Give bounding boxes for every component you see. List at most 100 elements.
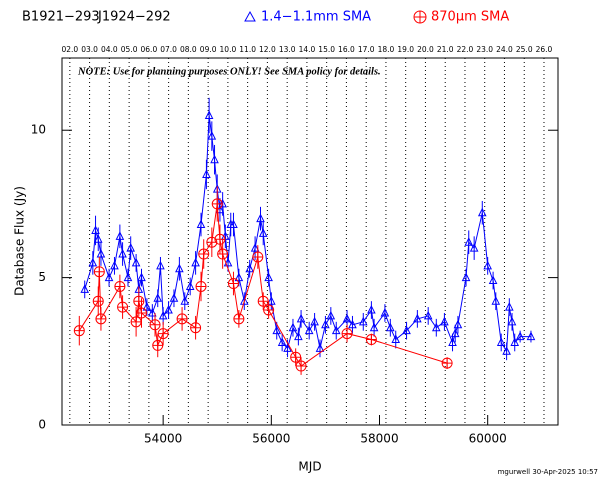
point <box>126 243 136 252</box>
point <box>310 316 319 326</box>
point <box>304 325 314 335</box>
year-tick-label: 21.0 <box>437 45 454 54</box>
point <box>483 260 492 270</box>
point <box>263 304 275 316</box>
point <box>206 236 218 248</box>
legend-symbol <box>244 10 256 22</box>
year-tick-label: 17.0 <box>358 45 375 54</box>
year-tick-label: 20.0 <box>417 45 434 54</box>
point <box>252 251 264 263</box>
year-tick-label: 11.0 <box>239 45 256 54</box>
point <box>164 304 173 314</box>
point <box>315 343 325 352</box>
point <box>202 169 211 178</box>
point <box>88 257 98 267</box>
point <box>491 296 501 305</box>
point <box>93 234 103 243</box>
point <box>152 339 164 351</box>
point <box>131 257 141 267</box>
point <box>365 334 377 345</box>
point <box>96 248 106 258</box>
point <box>136 307 148 319</box>
point <box>464 237 474 246</box>
legend-label: 870μm SMA <box>431 10 509 25</box>
point <box>118 248 127 258</box>
y-tick-label: 0 <box>38 418 46 432</box>
legend-symbol <box>413 10 427 24</box>
plot-frame <box>61 57 559 426</box>
point <box>507 316 517 326</box>
point <box>223 257 233 267</box>
point <box>413 313 422 323</box>
point <box>80 284 90 293</box>
year-tick-label: 23.0 <box>476 45 493 54</box>
point <box>185 281 195 290</box>
point <box>256 213 265 223</box>
point <box>431 322 441 332</box>
point <box>469 243 479 252</box>
source-name: B1921−293 <box>22 10 100 25</box>
point <box>369 322 379 332</box>
point <box>358 316 368 326</box>
point <box>214 233 226 245</box>
point <box>229 219 238 229</box>
point <box>258 228 268 237</box>
point <box>117 301 129 313</box>
year-tick-label: 14.0 <box>299 45 316 54</box>
year-tick-label: 06.0 <box>141 45 158 54</box>
point <box>450 328 460 338</box>
year-tick-label: 16.0 <box>338 45 355 54</box>
point <box>526 331 536 341</box>
point <box>142 301 152 311</box>
x-tick-label: 58000 <box>360 432 398 446</box>
y-axis-label: Database Flux (Jy) <box>13 186 27 296</box>
note: NOTE: Use for planning purposes ONLY! Se… <box>77 66 381 77</box>
year-tick-label: 07.0 <box>160 45 177 54</box>
point <box>423 310 433 320</box>
point <box>115 231 125 240</box>
point <box>233 313 245 325</box>
point <box>211 198 223 210</box>
year-tick-label: 10.0 <box>220 45 237 54</box>
year-tick-label: 05.0 <box>121 45 138 54</box>
point <box>267 296 276 305</box>
x-tick-label: 60000 <box>469 432 507 446</box>
point <box>169 293 179 302</box>
point <box>257 295 269 307</box>
point <box>283 343 292 352</box>
point <box>204 110 214 119</box>
point <box>217 248 229 260</box>
legend-label: 1.4−1.1mm SMA <box>261 10 371 25</box>
point <box>277 337 287 346</box>
point <box>190 322 202 334</box>
point <box>191 257 200 267</box>
point <box>331 325 341 335</box>
year-tick-label: 24.0 <box>496 45 513 54</box>
point <box>148 307 157 317</box>
year-tick-label: 03.0 <box>81 45 98 54</box>
point <box>176 313 188 325</box>
point <box>157 328 169 340</box>
year-tick-label: 26.0 <box>536 45 553 54</box>
point <box>195 281 207 292</box>
point <box>453 319 463 329</box>
point <box>386 322 395 332</box>
point <box>234 272 244 282</box>
year-tick-label: 08.0 <box>180 45 197 54</box>
source-alias: J1924−292 <box>97 10 171 25</box>
point <box>295 360 307 372</box>
point <box>402 325 411 335</box>
footer: mgurwell 30-Apr-2025 10:57 <box>498 468 598 476</box>
point <box>505 301 514 311</box>
point <box>272 325 282 335</box>
point <box>488 275 498 285</box>
year-tick-label: 25.0 <box>516 45 533 54</box>
point <box>441 357 453 369</box>
y-tick-label: 10 <box>31 123 46 137</box>
point <box>448 337 457 346</box>
point <box>175 263 184 273</box>
point <box>104 272 114 282</box>
year-tick-label: 18.0 <box>378 45 395 54</box>
x-tick-label: 54000 <box>144 432 182 446</box>
